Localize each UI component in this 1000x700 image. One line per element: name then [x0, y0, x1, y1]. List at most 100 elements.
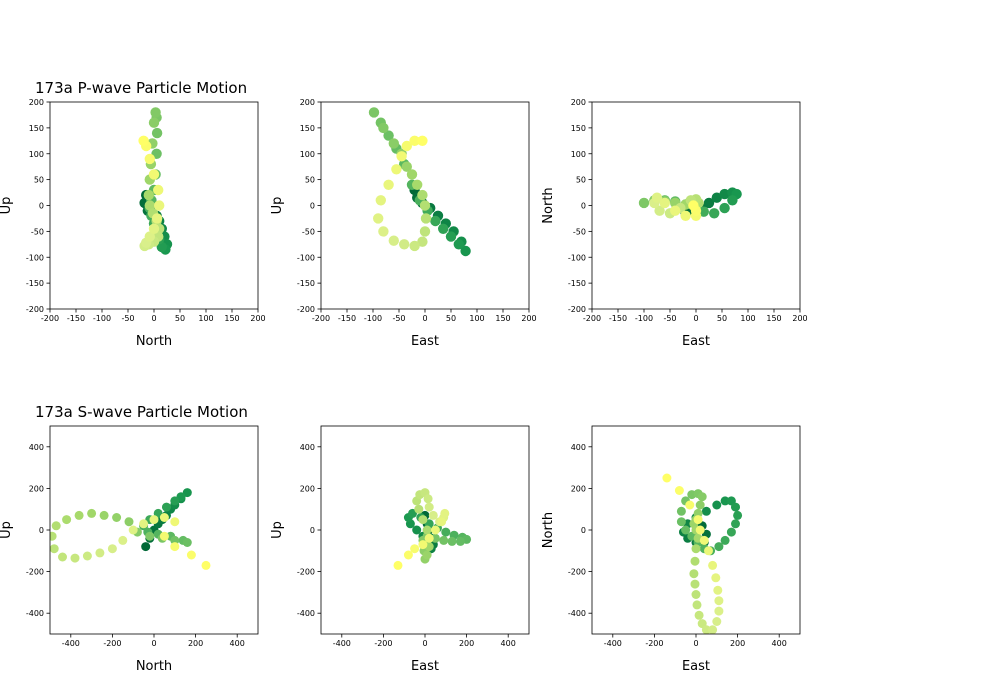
x-tick-label: -100 [364, 314, 382, 323]
y-tick-label: 200 [29, 484, 44, 493]
y-tick-label: 200 [300, 484, 315, 493]
y-axis-label: Up [0, 521, 14, 539]
y-tick-label: 200 [29, 98, 44, 107]
x-axis-label: East [682, 659, 710, 674]
y-tick-label: -100 [26, 253, 44, 262]
x-tick-label: -200 [41, 314, 59, 323]
data-point [141, 542, 150, 551]
x-tick-label: 400 [772, 639, 787, 648]
data-point [708, 625, 717, 634]
data-point [727, 528, 736, 537]
y-tick-label: -150 [297, 279, 315, 288]
data-point [431, 526, 440, 535]
x-axis-label: North [136, 334, 172, 349]
data-point [417, 136, 427, 146]
y-tick-label: 0 [581, 526, 586, 535]
data-point [160, 532, 169, 541]
y-tick-label: -200 [568, 305, 586, 314]
x-axis-label: East [411, 659, 439, 674]
data-point [396, 151, 406, 161]
data-point [378, 123, 388, 133]
x-tick-label: 200 [188, 639, 203, 648]
data-point [670, 206, 680, 216]
data-point [696, 526, 705, 535]
data-point [391, 164, 401, 174]
data-point [149, 169, 159, 179]
y-tick-label: 50 [34, 176, 44, 185]
data-point [698, 492, 707, 501]
data-point [404, 551, 413, 560]
data-point [430, 216, 440, 226]
x-tick-label: 50 [175, 314, 185, 323]
y-axis-label: North [541, 512, 556, 548]
data-point [373, 213, 383, 223]
x-tick-label: -200 [312, 314, 330, 323]
x-tick-label: 200 [250, 314, 265, 323]
y-axis-label: North [541, 187, 556, 223]
data-point [688, 200, 698, 210]
data-point [709, 208, 719, 218]
data-point [52, 521, 61, 530]
data-point [414, 505, 423, 514]
data-point [712, 501, 721, 510]
data-point [711, 573, 720, 582]
data-point [691, 580, 700, 589]
y-tick-label: 150 [571, 124, 586, 133]
scatter-points [48, 488, 211, 570]
scatter-points [394, 488, 472, 570]
x-tick-label: 0 [693, 639, 698, 648]
x-tick-label: 100 [469, 314, 484, 323]
data-point [420, 226, 430, 236]
data-point [183, 538, 192, 547]
data-point [170, 496, 179, 505]
data-point [83, 552, 92, 561]
data-point [139, 519, 148, 528]
data-point [714, 607, 723, 616]
data-point [424, 494, 433, 503]
data-point [149, 224, 159, 234]
x-tick-label: 0 [151, 314, 156, 323]
data-point [691, 557, 700, 566]
y-axis-label: Up [270, 521, 285, 539]
x-tick-label: -400 [333, 639, 351, 648]
y-tick-label: 100 [300, 150, 315, 159]
x-tick-label: -50 [392, 314, 405, 323]
y-axis-label: Up [0, 197, 14, 215]
data-point [187, 551, 196, 560]
x-tick-label: -50 [663, 314, 676, 323]
data-point [152, 213, 162, 223]
y-tick-label: 100 [29, 150, 44, 159]
y-tick-label: -200 [297, 305, 315, 314]
data-point [150, 515, 159, 524]
data-point [125, 517, 134, 526]
data-point [71, 554, 80, 563]
x-tick-label: 400 [230, 639, 245, 648]
data-point [149, 118, 159, 128]
p-wave-title: 173a P-wave Particle Motion [35, 79, 247, 97]
y-tick-label: 200 [571, 98, 586, 107]
x-tick-label: -150 [338, 314, 356, 323]
y-tick-label: -200 [297, 568, 315, 577]
x-tick-label: 200 [459, 639, 474, 648]
data-point [446, 231, 456, 241]
data-point [714, 542, 723, 551]
x-tick-label: 50 [446, 314, 456, 323]
data-point [639, 198, 649, 208]
data-point [369, 107, 379, 117]
y-tick-label: -50 [31, 227, 44, 236]
data-point [162, 503, 171, 512]
data-point [153, 185, 163, 195]
data-point [389, 138, 399, 148]
x-tick-label: 400 [501, 639, 516, 648]
x-tick-label: -50 [121, 314, 134, 323]
subplot-6: -400 -200 0 200 400 -400 -200 0 200 400 East North [541, 426, 800, 674]
y-tick-label: -200 [26, 305, 44, 314]
data-point [681, 526, 690, 535]
y-tick-label: 400 [29, 443, 44, 452]
y-tick-label: 400 [300, 443, 315, 452]
x-tick-label: 0 [693, 314, 698, 323]
x-tick-label: -150 [67, 314, 85, 323]
data-point [378, 226, 388, 236]
y-tick-label: 150 [29, 124, 44, 133]
data-point [689, 569, 698, 578]
